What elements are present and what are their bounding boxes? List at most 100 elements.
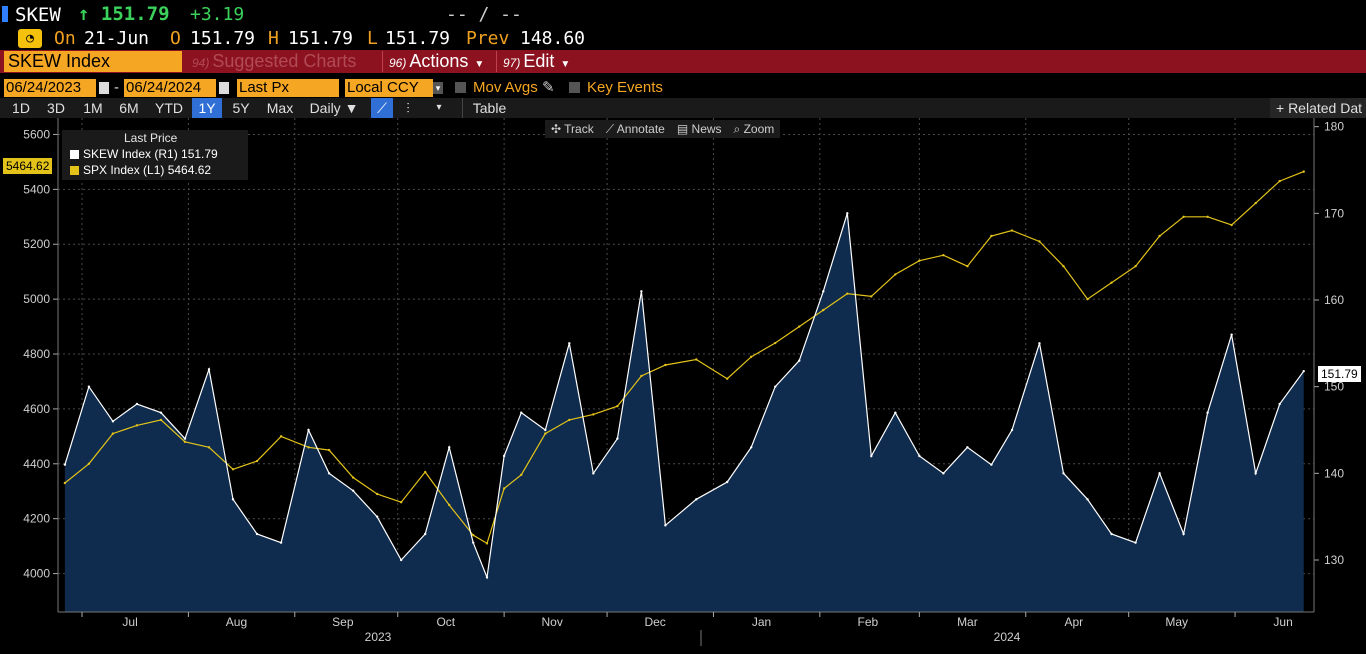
period-1m[interactable]: 1M (83, 100, 103, 116)
month-label: Feb (858, 615, 879, 629)
skew-point (448, 446, 451, 449)
spx-point (725, 377, 729, 380)
skew-point (1062, 472, 1065, 475)
period-max[interactable]: Max (266, 100, 294, 116)
spx-point (327, 448, 331, 452)
open-label: O (170, 28, 181, 49)
period-ytd[interactable]: YTD (155, 100, 183, 116)
skew-point (1010, 428, 1014, 432)
month-label: May (1165, 615, 1188, 629)
function-toolbar: SKEW Index 94) Suggested Charts 96) Action… (0, 50, 1366, 73)
start-calendar-icon[interactable] (99, 82, 109, 94)
skew-point (231, 498, 235, 501)
month-label: Nov (541, 615, 562, 629)
spx-point (664, 363, 667, 367)
price-field-select[interactable]: Last Px (237, 79, 339, 97)
skew-point (63, 463, 67, 466)
period-1d[interactable]: 1D (12, 100, 30, 116)
spx-point (1254, 201, 1257, 205)
spx-point (87, 462, 91, 465)
left-tick-label: 4800 (23, 347, 50, 361)
edit-button[interactable]: 97) Edit ▼ (496, 51, 570, 72)
zoom-tool[interactable]: ⌕ Zoom (733, 122, 775, 136)
skew-point (544, 428, 547, 432)
month-label: Jun (1273, 615, 1292, 629)
spx-point (1158, 234, 1161, 238)
currency-select[interactable]: Local CCY (345, 79, 433, 97)
spx-point (307, 446, 310, 449)
skew-line-group (63, 212, 1305, 580)
mov-avgs-label: Mov Avgs (473, 79, 538, 96)
spx-line-group (63, 170, 1305, 545)
month-label: Sep (332, 615, 354, 629)
related-data-button[interactable]: + Related Dat (1270, 98, 1366, 118)
left-tick-label: 5600 (23, 127, 50, 141)
spx-point (942, 254, 945, 257)
open-value: 151.79 (190, 28, 256, 49)
price-chart[interactable]: 4000 4200 4400 4600 4800 5000 5200 5400 5600 130… (0, 118, 1366, 654)
period-1y[interactable]: 1Y (192, 98, 222, 118)
key-events-checkbox[interactable] (569, 82, 580, 93)
frequency-select[interactable]: Daily ▼ (309, 100, 359, 116)
skew-point (1278, 402, 1281, 406)
period-5y[interactable]: 5Y (232, 100, 250, 116)
legend-spx-label: SPX Index (L1) 5464.62 (83, 163, 212, 177)
skew-point (1206, 411, 1209, 414)
gauge-icon[interactable]: ◔ (18, 29, 42, 48)
actions-button[interactable]: 96) Actions ▼ (382, 51, 484, 72)
ticker-symbol[interactable]: SKEW (15, 4, 61, 26)
mov-avgs-checkbox[interactable] (455, 82, 466, 93)
chart-type-dropdown-icon[interactable]: ▾ (436, 102, 442, 113)
news-tool[interactable]: ▤ News (676, 122, 722, 136)
skew-point (725, 480, 729, 484)
bar-chart-icon[interactable]: ⫶ (406, 100, 410, 116)
currency-dropdown-icon[interactable]: ▾ (433, 82, 443, 94)
skew-point (351, 489, 355, 492)
period-3d[interactable]: 3D (47, 100, 65, 116)
spx-point (472, 533, 475, 537)
period-6m[interactable]: 6M (119, 100, 139, 116)
spx-point (1010, 229, 1014, 232)
line-chart-icon[interactable]: ⟋ (371, 98, 393, 118)
track-tool[interactable]: ✣ Track (551, 122, 594, 136)
spx-point (544, 432, 547, 435)
month-label: Jul (122, 615, 137, 629)
spx-point (502, 487, 506, 490)
spx-point (616, 404, 619, 408)
spx-point (255, 459, 259, 463)
legend-spx[interactable]: SPX Index (L1) 5464.62 (70, 163, 211, 177)
skew-point (1230, 333, 1233, 336)
table-button[interactable]: Table (462, 98, 516, 118)
skew-point (846, 212, 849, 215)
spx-swatch (70, 166, 79, 175)
end-date-field[interactable]: 06/24/2024 (124, 79, 216, 97)
spx-point (63, 481, 67, 485)
ticker-header: SKEW ↑ 151.79 +3.19 -- / -- (0, 0, 1366, 28)
skew-point (942, 472, 945, 475)
skew-area-group (64, 213, 1304, 613)
skew-point (111, 420, 115, 423)
skew-point (822, 290, 825, 293)
spx-point (351, 476, 355, 479)
skew-point (990, 463, 993, 466)
x-axis: Jul Aug Sep Oct Nov Dec Jan Feb Mar Apr May Jun 2023… (58, 611, 1314, 646)
actions-caret-icon: ▼ (474, 59, 485, 70)
skew-point (279, 541, 283, 544)
ticker-marker (2, 6, 8, 22)
skew-point (1302, 369, 1305, 373)
spx-point (1086, 297, 1089, 301)
spx-point (798, 325, 801, 328)
annotate-tool[interactable]: ⟋ Annotate (605, 122, 665, 136)
spx-point (111, 432, 115, 435)
left-tick-label: 4200 (23, 512, 50, 526)
legend-skew[interactable]: SKEW Index (R1) 151.79 (70, 147, 218, 161)
pencil-icon[interactable]: ✎ (542, 79, 555, 96)
spx-point (1134, 265, 1137, 268)
skew-point (1182, 532, 1185, 536)
start-date-field[interactable]: 06/24/2023 (4, 79, 96, 97)
left-tick-label: 5200 (23, 237, 50, 251)
end-calendar-icon[interactable] (219, 82, 229, 94)
suggested-charts-button[interactable]: 94) Suggested Charts (186, 51, 356, 72)
security-field[interactable]: SKEW Index (4, 51, 182, 72)
spx-point (750, 355, 753, 358)
